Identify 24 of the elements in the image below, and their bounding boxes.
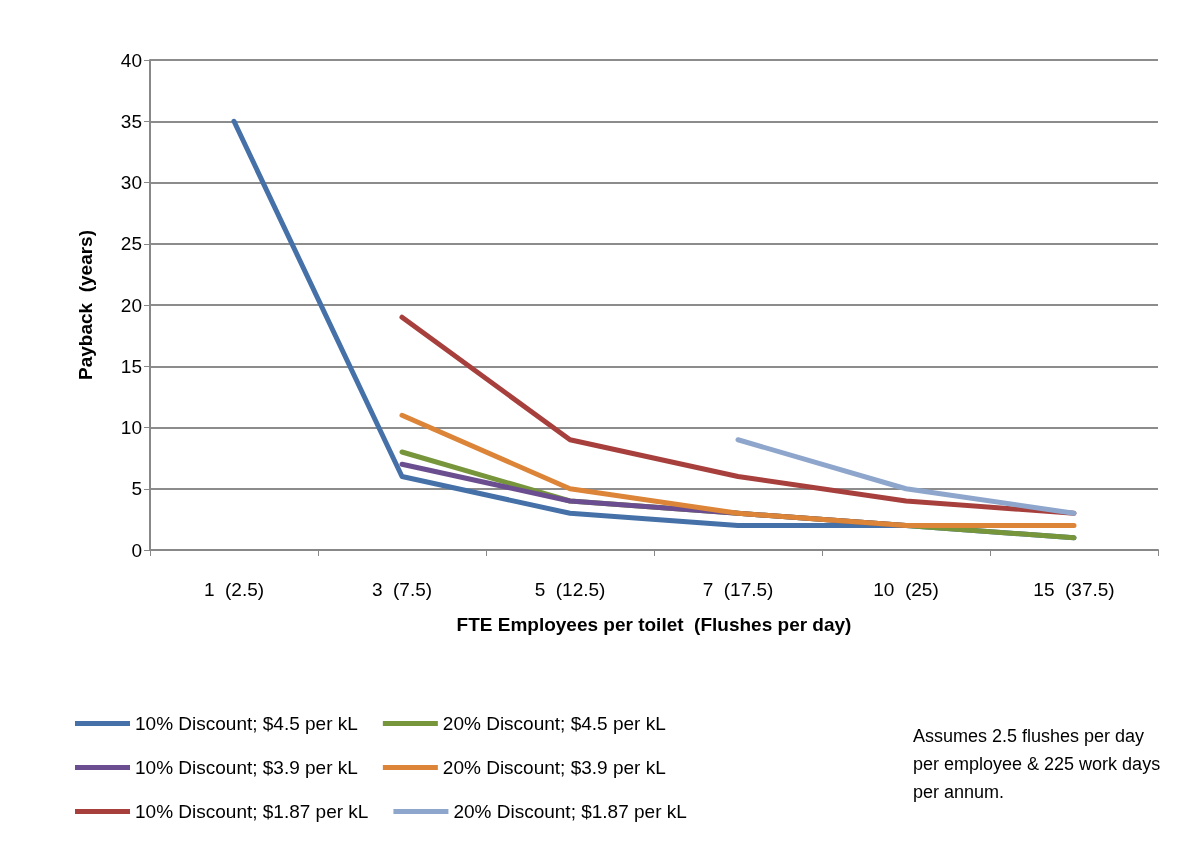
- y-tick-label: 35: [120, 110, 142, 132]
- x-tick-label: 10 (25): [873, 579, 939, 600]
- legend-label: 10% Discount; $3.9 per kL: [135, 757, 358, 778]
- x-tick-label: 1 (2.5): [203, 579, 265, 600]
- legend-label: 10% Discount; $1.87 per kL: [135, 801, 369, 822]
- y-axis-title: Payback (years): [75, 230, 96, 380]
- legend-label: 10% Discount; $4.5 per kL: [135, 713, 358, 734]
- legend-label: 20% Discount; $1.87 per kL: [453, 801, 687, 822]
- y-tick-label: 5: [131, 478, 142, 500]
- x-tick-label: 15 (37.5): [1033, 579, 1115, 600]
- y-tick-label: 25: [120, 233, 142, 255]
- y-tick-label: 0: [131, 539, 142, 561]
- y-tick-label: 40: [120, 49, 142, 71]
- y-tick-label: 10: [120, 417, 142, 438]
- x-axis-title: FTE Employees per toilet (Flushes per day): [456, 614, 852, 635]
- x-tick-label: 5 (12.5): [534, 579, 606, 600]
- x-tick-label: 7 (17.5): [702, 579, 774, 600]
- y-tick-label: 20: [120, 294, 142, 316]
- legend-label: 20% Discount; $4.5 per kL: [442, 713, 666, 734]
- y-tick-label: 15: [120, 355, 142, 377]
- y-tick-label: 30: [120, 172, 142, 193]
- text: Assumes 2.5 flushes per day per employee & 225 work days per annum.: [913, 726, 1166, 802]
- x-tick-label: 3 (7.5): [371, 579, 433, 600]
- legend-label: 20% Discount; $3.9 per kL: [442, 757, 666, 778]
